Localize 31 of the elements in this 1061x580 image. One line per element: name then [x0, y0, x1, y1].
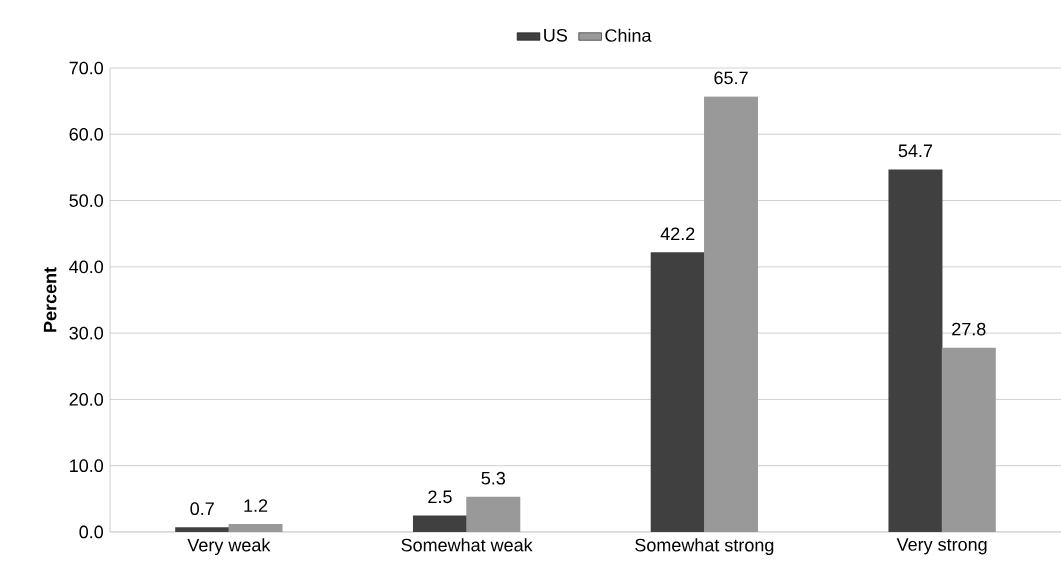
bar [941, 347, 996, 532]
y-tick-label: 20.0 [69, 393, 104, 406]
y-tick-label: 0.0 [79, 525, 104, 539]
x-tick-label: Very strong [896, 538, 987, 555]
y-tick-label: 40.0 [69, 260, 104, 274]
bar [228, 524, 283, 532]
data-label: 54.7 [898, 144, 933, 158]
x-tick-label: Somewhat strong [635, 538, 774, 556]
data-label: 1.2 [244, 499, 268, 512]
data-label: 27.8 [952, 322, 986, 336]
y-tick-label: 50.0 [69, 194, 104, 207]
x-tick-label: Somewhat weak [401, 538, 533, 552]
data-label: 65.7 [714, 71, 748, 85]
y-tick-label: 30.0 [69, 326, 104, 340]
data-label: 0.7 [190, 502, 214, 516]
bar [175, 527, 230, 532]
y-axis-title: Percent [43, 267, 57, 332]
y-tick-label: 60.0 [69, 127, 104, 141]
legend-label: US [544, 28, 567, 42]
y-tick-label: 10.0 [70, 459, 104, 473]
y-tick-label: 70.0 [69, 61, 104, 75]
bar [888, 169, 943, 532]
bar [466, 496, 521, 532]
legend-label: China [605, 28, 652, 42]
x-tick-label: Very weak [187, 538, 271, 556]
data-label: 42.2 [660, 227, 695, 240]
data-label: 2.5 [428, 490, 452, 504]
data-label: 5.3 [481, 471, 506, 485]
bar [704, 96, 759, 532]
bar [412, 515, 467, 532]
bar [650, 252, 705, 532]
